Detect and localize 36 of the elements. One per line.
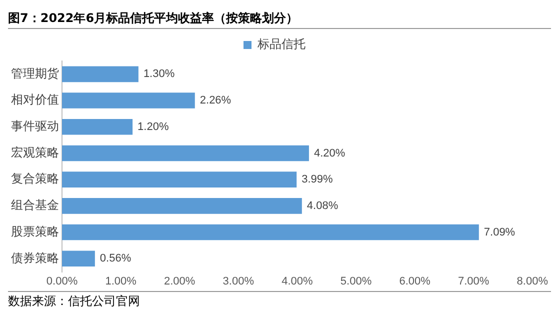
x-tick-label: 3.00% <box>222 275 254 288</box>
source-note: 数据来源：信托公司官网 <box>8 291 551 310</box>
y-tick-label: 股票策略 <box>11 224 59 238</box>
y-tick-label: 相对价值 <box>11 92 59 107</box>
data-label: 4.20% <box>314 147 346 160</box>
y-tick-label: 复合策略 <box>11 172 59 186</box>
y-tick-label: 债券策略 <box>11 250 59 265</box>
y-tick-label: 管理期货 <box>11 66 59 80</box>
x-tick-label: 7.00% <box>458 275 490 288</box>
y-tick-label: 事件驱动 <box>11 119 59 133</box>
data-label: 3.99% <box>302 174 334 186</box>
x-tick-label: 2.00% <box>164 275 196 288</box>
data-label: 0.56% <box>100 252 132 265</box>
x-tick-label: 8.00% <box>516 275 548 288</box>
x-tick-label: 1.00% <box>105 275 137 288</box>
y-tick-label: 组合基金 <box>11 198 59 212</box>
x-tick-label: 4.00% <box>282 275 314 288</box>
data-label: 2.26% <box>200 94 232 107</box>
bar <box>62 145 309 162</box>
bar <box>62 250 95 267</box>
bar <box>62 118 133 135</box>
legend-label: 标品信托 <box>256 37 306 52</box>
bar <box>62 92 195 108</box>
y-tick-label: 宏观策略 <box>11 145 59 160</box>
data-label: 7.09% <box>484 226 516 238</box>
bar <box>62 172 297 188</box>
bar <box>62 66 138 82</box>
x-tick-label: 6.00% <box>399 275 431 288</box>
x-tick-label: 0.00% <box>46 275 78 288</box>
data-label: 1.30% <box>143 68 175 80</box>
bar <box>62 198 302 214</box>
data-label: 1.20% <box>138 120 169 133</box>
x-tick-label: 5.00% <box>340 275 372 288</box>
data-label: 4.08% <box>306 200 338 212</box>
chart-title: 图7：2022年6月标品信托平均收益率（按策略划分） <box>8 8 551 29</box>
bar <box>62 224 479 240</box>
